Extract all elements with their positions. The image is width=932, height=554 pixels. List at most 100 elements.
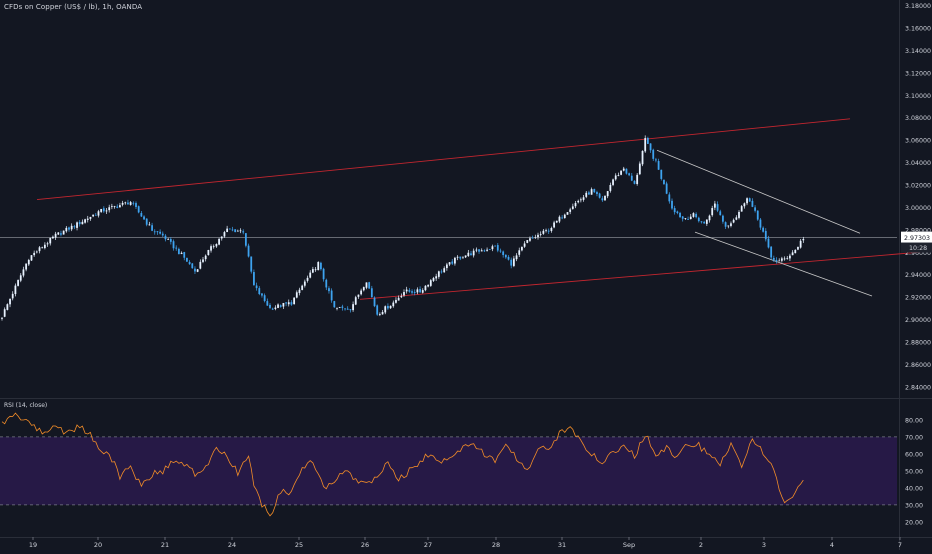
- time-label: 19: [29, 541, 37, 549]
- candle-up: [236, 230, 239, 232]
- candle-down: [143, 216, 145, 220]
- candle-up: [467, 252, 470, 257]
- candle-down: [419, 289, 421, 293]
- price-tick-label: 2.84000: [905, 384, 931, 391]
- candle-down: [679, 212, 681, 218]
- candle-up: [3, 309, 6, 317]
- time-label: Sep: [623, 541, 635, 549]
- candle-up: [553, 222, 555, 228]
- time-label: 4: [830, 541, 834, 549]
- candle-up: [220, 236, 223, 239]
- candle-down: [102, 208, 105, 212]
- candle-down: [762, 227, 765, 232]
- candle-up: [636, 174, 639, 184]
- candle-down: [285, 302, 287, 304]
- price-tick-label: 2.98000: [905, 227, 931, 234]
- candle-up: [585, 192, 588, 197]
- price-tick-label: 3.08000: [905, 115, 931, 122]
- candle-up: [515, 255, 518, 260]
- rsi-tick-label: 60.00: [905, 451, 923, 458]
- candle-down: [767, 238, 770, 248]
- candle-up: [606, 191, 609, 197]
- candle-down: [676, 211, 679, 213]
- candle-down: [68, 227, 70, 230]
- candle-up: [52, 236, 54, 239]
- candle-up: [727, 225, 730, 227]
- candle-up: [354, 297, 357, 305]
- candle-up: [743, 203, 746, 207]
- price-tick-label: 3.14000: [905, 48, 931, 55]
- candle-up: [311, 269, 314, 273]
- candle-down: [328, 288, 330, 292]
- candle-down: [703, 221, 706, 224]
- candle-up: [295, 292, 298, 298]
- candle-up: [124, 202, 127, 204]
- candle-up: [25, 263, 28, 270]
- candle-down: [488, 249, 491, 250]
- time-label: 21: [161, 541, 169, 549]
- candle-down: [263, 295, 266, 302]
- rsi-tick-label: 70.00: [905, 434, 923, 441]
- symbol-title: CFDs on Copper (US$ / lb), 1h, OANDA: [4, 3, 143, 11]
- candle-down: [151, 225, 153, 231]
- candle-down: [269, 304, 271, 308]
- price-tick-label: 3.00000: [905, 205, 931, 212]
- candle-up: [622, 168, 625, 171]
- candle-up: [365, 282, 368, 288]
- candle-down: [507, 256, 510, 260]
- candle-up: [239, 230, 242, 232]
- candle-up: [226, 228, 229, 232]
- candle-up: [38, 247, 41, 252]
- channel-upper-line: [656, 149, 861, 234]
- candle-down: [494, 245, 497, 247]
- candle-up: [604, 195, 606, 201]
- candle-up: [454, 257, 456, 264]
- candle-up: [545, 230, 547, 232]
- candle-down: [413, 291, 416, 293]
- candle-up: [110, 206, 113, 207]
- candle-up: [462, 257, 464, 259]
- candle-up: [86, 218, 89, 220]
- candle-up: [274, 307, 277, 309]
- time-label: 26: [361, 541, 369, 549]
- candle-up: [689, 216, 692, 220]
- candle-up: [582, 197, 585, 200]
- candle-down: [751, 200, 754, 207]
- candle-down: [164, 235, 167, 240]
- candle-down: [411, 291, 413, 293]
- candle-down: [459, 256, 462, 259]
- candle-up: [529, 238, 531, 241]
- candle-up: [306, 277, 309, 281]
- candle-up: [569, 209, 572, 212]
- candle-up: [612, 179, 614, 185]
- candle-down: [759, 219, 762, 228]
- candle-down: [94, 214, 97, 216]
- candle-down: [156, 231, 159, 233]
- candle-up: [521, 247, 523, 251]
- candle-down: [322, 268, 325, 280]
- candle-up: [54, 233, 57, 238]
- candle-up: [314, 269, 317, 271]
- candle-down: [499, 250, 502, 252]
- candle-up: [537, 234, 539, 238]
- candle-up: [196, 269, 199, 272]
- lower-trendline: [359, 250, 932, 300]
- candle-down: [748, 198, 751, 202]
- candle-down: [140, 213, 143, 217]
- candle-up: [797, 246, 799, 250]
- time-label: 3: [762, 541, 766, 549]
- candle-down: [376, 305, 379, 315]
- candle-down: [665, 183, 668, 194]
- candle-down: [153, 231, 156, 233]
- candle-up: [780, 258, 783, 261]
- candle-down: [601, 198, 604, 201]
- candle-up: [62, 230, 65, 235]
- candle-down: [655, 159, 657, 161]
- countdown-label: 10:28: [909, 245, 927, 252]
- candle-up: [301, 285, 304, 290]
- candle-down: [177, 248, 180, 255]
- price-tick-label: 3.02000: [905, 182, 931, 189]
- candle-down: [161, 233, 164, 236]
